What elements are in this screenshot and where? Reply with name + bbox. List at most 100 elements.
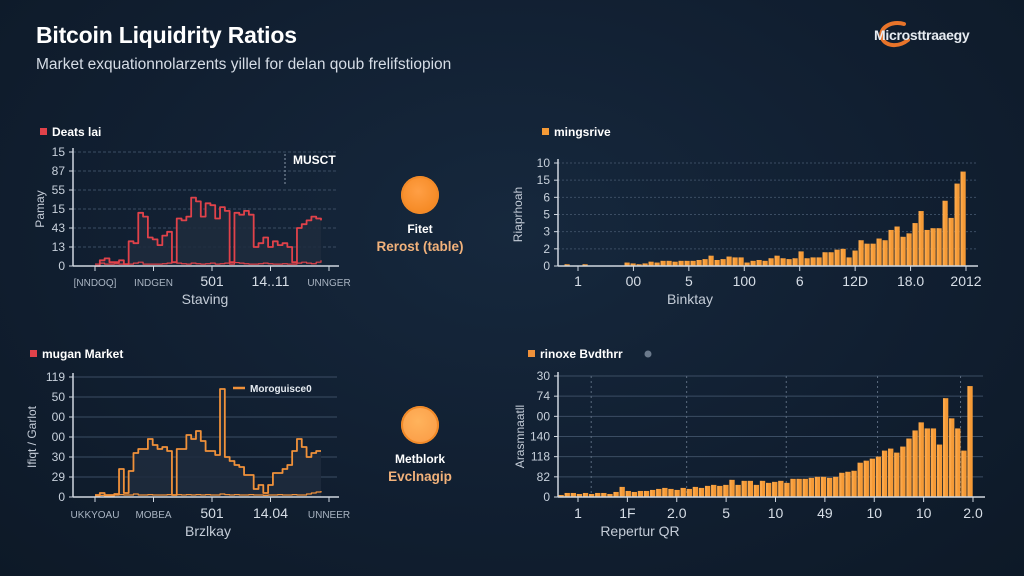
bar-highlight	[936, 228, 939, 266]
bar-highlight	[636, 264, 639, 266]
y-tick-label: 30	[537, 369, 551, 383]
bar	[840, 248, 846, 266]
page-subtitle: Market exquationnolarzents yillel for de…	[36, 56, 452, 73]
bar	[802, 478, 808, 497]
bar	[851, 470, 857, 497]
bar	[589, 493, 595, 497]
bar	[690, 260, 696, 266]
y-tick-label: 29	[52, 470, 66, 484]
bar	[870, 243, 876, 266]
x-tick-label: 5	[722, 505, 730, 521]
bar	[820, 476, 827, 497]
bar-highlight	[666, 260, 669, 266]
bar	[924, 229, 930, 266]
x-axis-title: Repertur QR	[600, 523, 679, 539]
bar	[637, 490, 644, 497]
bar-highlight	[894, 452, 897, 497]
bar-highlight	[690, 260, 693, 266]
bar-highlight	[704, 485, 708, 497]
bar	[601, 492, 607, 497]
bar	[702, 259, 708, 266]
bar-highlight	[772, 481, 775, 497]
series-area	[95, 389, 321, 497]
bar-highlight	[954, 183, 957, 266]
bar-highlight	[930, 428, 933, 497]
bar	[808, 477, 815, 497]
bar	[778, 480, 784, 497]
legend-marker	[528, 350, 535, 357]
bar	[726, 256, 732, 266]
bar	[810, 257, 816, 266]
bar	[967, 386, 973, 497]
bar	[714, 259, 720, 266]
bar	[723, 484, 729, 497]
bar	[894, 452, 900, 497]
bar	[900, 446, 906, 497]
bar	[582, 264, 588, 266]
bar-highlight	[726, 256, 729, 266]
orange-coin-icon	[401, 176, 439, 214]
bar	[894, 226, 900, 266]
bar-highlight	[918, 422, 921, 497]
bar	[711, 484, 717, 497]
bar-highlight	[729, 479, 732, 497]
bar-highlight	[864, 243, 867, 266]
y-tick-label: 00	[537, 409, 551, 423]
bar-highlight	[698, 487, 702, 497]
bar-highlight	[735, 484, 738, 497]
bar-highlight	[686, 488, 689, 497]
x-tick-label: 1	[574, 505, 582, 521]
bar-highlight	[834, 249, 837, 266]
bar	[564, 492, 570, 497]
bar	[942, 200, 948, 266]
bar	[774, 255, 780, 266]
bar-highlight	[857, 462, 860, 497]
bar	[912, 223, 918, 266]
bar	[790, 478, 796, 497]
bar	[648, 261, 654, 266]
bar	[625, 490, 631, 497]
bar	[595, 492, 601, 497]
bar	[846, 257, 852, 266]
bar-highlight	[637, 490, 640, 497]
bar-highlight	[723, 484, 726, 497]
y-tick-label: 0	[58, 490, 65, 504]
y-tick-label: 55	[52, 183, 66, 197]
bar	[696, 259, 702, 266]
bar	[796, 478, 802, 497]
y-axis-title: Pamay	[33, 190, 47, 227]
bar	[852, 250, 858, 266]
bar-highlight	[912, 223, 915, 266]
bar-highlight	[840, 248, 843, 266]
bar	[822, 252, 828, 266]
bar	[720, 259, 726, 266]
bar	[636, 264, 642, 266]
y-tick-label: 15	[52, 145, 66, 159]
bar-highlight	[918, 211, 921, 266]
bar	[756, 259, 762, 266]
bar-highlight	[882, 240, 885, 266]
y-tick-label: 87	[52, 164, 66, 178]
chart-title: Deats lai	[52, 125, 101, 139]
bar	[766, 482, 772, 497]
bar	[735, 484, 741, 497]
bar	[906, 233, 912, 266]
bar-highlight	[576, 493, 579, 497]
series-line	[95, 196, 322, 267]
bar	[738, 257, 744, 266]
bar	[772, 481, 778, 497]
bar	[619, 486, 625, 497]
bar	[780, 258, 786, 266]
bar	[936, 444, 943, 497]
x-tick-label: MOBEA	[135, 510, 171, 521]
bar-highlight	[894, 226, 897, 266]
bar	[960, 171, 966, 266]
bar-highlight	[662, 487, 665, 497]
bar-highlight	[766, 482, 769, 497]
y-axis-title: Ifiqt / Garlot	[25, 405, 39, 468]
bar	[881, 450, 888, 497]
bar-highlight	[643, 490, 647, 497]
bar	[668, 488, 674, 497]
bar-highlight	[942, 200, 945, 266]
